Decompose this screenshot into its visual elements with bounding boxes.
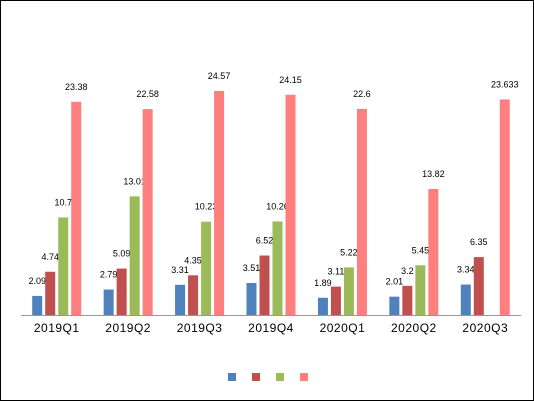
data-label: 10.23 [195, 202, 218, 212]
data-label: 6.35 [470, 237, 488, 247]
bar-2019Q4-1 [259, 255, 270, 315]
bar-2020Q1-0 [317, 297, 328, 315]
bar-2019Q1-2 [58, 217, 69, 315]
legend-item [276, 373, 284, 381]
data-label: 3.51 [243, 263, 261, 273]
data-label: 4.35 [184, 255, 202, 265]
bar-2019Q3-2 [201, 221, 212, 315]
data-label: 24.57 [208, 71, 231, 81]
bar-2020Q2-0 [389, 296, 400, 315]
legend-item [252, 373, 260, 381]
data-label: 1.89 [314, 278, 332, 288]
bar-2020Q1-3 [356, 108, 367, 315]
bar-2019Q3-0 [175, 284, 186, 315]
bar-2020Q3-1 [473, 257, 484, 315]
data-label: 3.31 [171, 265, 189, 275]
legend-swatch [300, 373, 308, 381]
bar-2020Q3-3 [499, 99, 510, 315]
x-tick-label: 2020Q2 [391, 321, 437, 335]
data-label: 3.34 [457, 265, 475, 275]
data-label: 22.58 [136, 89, 159, 99]
bar-2019Q2-1 [116, 268, 127, 315]
legend-item [300, 373, 308, 381]
bar-2020Q1-2 [343, 267, 354, 315]
x-tick-label: 2019Q1 [34, 321, 80, 335]
bar-2019Q4-2 [272, 221, 283, 315]
bar-2019Q1-0 [32, 295, 43, 315]
bar-2020Q2-2 [415, 265, 426, 315]
bar-2019Q2-0 [103, 289, 114, 315]
x-tick-label: 2019Q4 [248, 321, 294, 335]
data-label: 22.6 [353, 89, 371, 99]
bar-2020Q2-1 [402, 285, 413, 315]
x-tick-label: 2020Q1 [320, 321, 366, 335]
data-label: 24.15 [279, 75, 302, 85]
data-label: 5.45 [412, 245, 430, 255]
bar-2019Q4-0 [246, 282, 257, 315]
x-tick-label: 2019Q2 [105, 321, 151, 335]
data-label: 10.7 [54, 197, 72, 207]
x-tick-label: 2020Q3 [462, 321, 508, 335]
bar-2019Q4-3 [285, 94, 296, 315]
data-label: 3.11 [327, 267, 344, 277]
x-tick-label: 2019Q3 [177, 321, 223, 335]
legend-swatch [276, 373, 284, 381]
data-label: 23.633 [491, 79, 519, 89]
data-label: 10.26 [266, 201, 289, 211]
data-label: 13.01 [123, 176, 146, 186]
bar-2020Q1-1 [330, 286, 341, 315]
bar-2019Q3-1 [188, 275, 199, 315]
data-label: 5.09 [113, 249, 131, 259]
legend-swatch [228, 373, 236, 381]
data-label: 2.01 [386, 277, 404, 287]
data-label: 5.22 [340, 247, 358, 257]
legend [1, 373, 534, 381]
bar-2019Q1-1 [45, 271, 56, 315]
bar-2020Q2-3 [428, 188, 439, 315]
data-label: 3.2 [401, 266, 414, 276]
bar-2019Q3-3 [214, 90, 225, 315]
data-label: 2.09 [28, 276, 46, 286]
legend-item [228, 373, 236, 381]
bar-2019Q2-2 [129, 196, 140, 315]
bar-2019Q1-3 [71, 101, 82, 315]
bar-2019Q2-3 [142, 109, 153, 315]
data-label: 4.74 [41, 252, 59, 262]
bar-2020Q3-0 [460, 284, 471, 315]
data-label: 13.82 [422, 169, 445, 179]
data-label: 2.79 [100, 270, 118, 280]
data-label: 6.52 [256, 236, 274, 246]
legend-swatch [252, 373, 260, 381]
data-label: 23.38 [65, 82, 88, 92]
